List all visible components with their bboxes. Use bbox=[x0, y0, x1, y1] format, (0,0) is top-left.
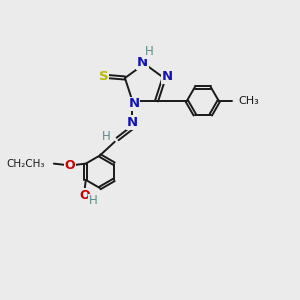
Text: H: H bbox=[88, 194, 97, 207]
Text: H: H bbox=[102, 130, 111, 142]
Text: N: N bbox=[127, 116, 138, 129]
Text: H: H bbox=[144, 45, 153, 58]
Text: N: N bbox=[162, 70, 173, 83]
Text: CH₂CH₃: CH₂CH₃ bbox=[7, 159, 45, 169]
Text: N: N bbox=[136, 56, 148, 69]
Text: S: S bbox=[99, 70, 109, 83]
Text: O: O bbox=[65, 159, 75, 172]
Text: O: O bbox=[79, 189, 90, 202]
Text: N: N bbox=[128, 97, 140, 110]
Text: CH₃: CH₃ bbox=[239, 96, 260, 106]
